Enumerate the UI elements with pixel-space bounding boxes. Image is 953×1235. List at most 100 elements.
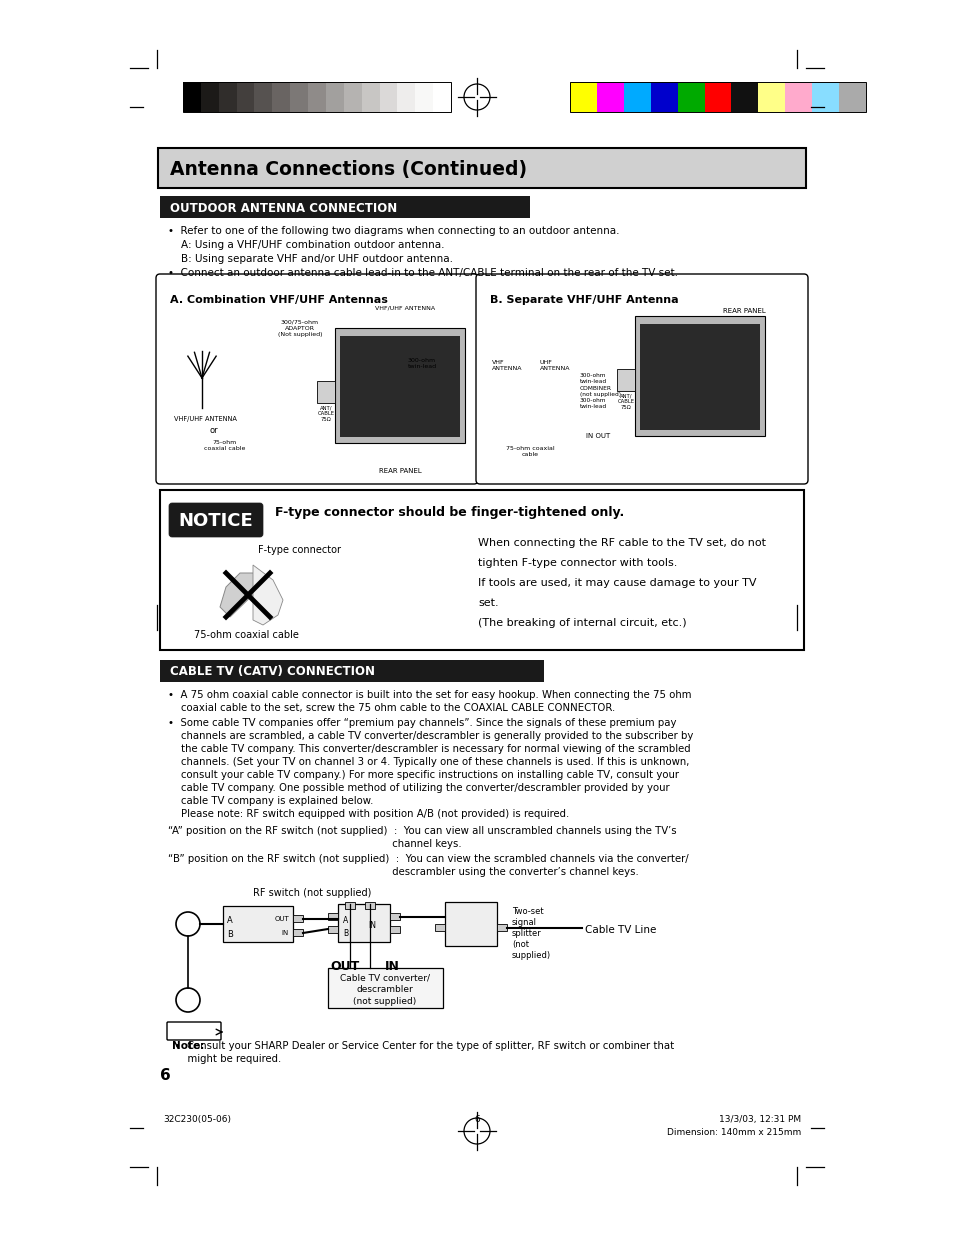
Bar [617, 369, 635, 391]
Text: 6: 6 [160, 1068, 171, 1083]
Text: the cable TV company. This converter/descrambler is necessary for normal viewing: the cable TV company. This converter/des… [168, 743, 690, 755]
Bar [293, 929, 303, 936]
Text: Note:: Note: [172, 1041, 204, 1051]
Bar [390, 913, 399, 920]
Text: •  Connect an outdoor antenna cable lead-in to the ANT/CABLE terminal on the rea: • Connect an outdoor antenna cable lead-… [168, 268, 678, 278]
Text: A. Combination VHF/UHF Antennas: A. Combination VHF/UHF Antennas [170, 295, 388, 305]
Bar [677, 82, 704, 112]
Text: RF switch (not supplied): RF switch (not supplied) [253, 888, 371, 898]
Text: VHF/UHF ANTENNA: VHF/UHF ANTENNA [375, 306, 435, 311]
Text: B. Separate VHF/UHF Antenna: B. Separate VHF/UHF Antenna [490, 295, 678, 305]
Bar [272, 82, 290, 112]
Text: IN OUT: IN OUT [585, 433, 610, 438]
Bar [650, 82, 677, 112]
Text: F-type connector: F-type connector [257, 545, 340, 555]
Text: Cable TV converter/
descrambler
(not supplied): Cable TV converter/ descrambler (not sup… [339, 973, 430, 1007]
Text: 300-ohm
twin-lead: 300-ohm twin-lead [407, 358, 436, 369]
Bar [569, 82, 865, 112]
Bar [337, 904, 390, 942]
Text: cable TV company is explained below.: cable TV company is explained below. [168, 797, 373, 806]
Text: coaxial cable to the set, screw the 75 ohm cable to the COAXIAL CABLE CONNECTOR.: coaxial cable to the set, screw the 75 o… [168, 703, 615, 713]
Text: Two-set
signal
splitter
(not
supplied): Two-set signal splitter (not supplied) [512, 906, 551, 961]
Bar [569, 82, 597, 112]
Bar [784, 82, 811, 112]
Bar [839, 82, 865, 112]
Text: VHF/UHF ANTENNA: VHF/UHF ANTENNA [173, 416, 236, 422]
Text: (The breaking of internal circuit, etc.): (The breaking of internal circuit, etc.) [477, 618, 686, 629]
Text: •  Refer to one of the following two diagrams when connecting to an outdoor ante: • Refer to one of the following two diag… [168, 226, 618, 236]
Bar [183, 82, 451, 112]
Bar [316, 382, 335, 403]
Text: IN: IN [368, 920, 375, 930]
Text: ANT/
CABLE
75Ω: ANT/ CABLE 75Ω [317, 405, 335, 421]
Text: “B” position on the RF switch (not supplied)  :  You can view the scrambled chan: “B” position on the RF switch (not suppl… [168, 853, 688, 864]
Text: tighten F-type connector with tools.: tighten F-type connector with tools. [477, 558, 677, 568]
Text: Antenna Connections (Continued): Antenna Connections (Continued) [170, 159, 527, 179]
Polygon shape [253, 564, 283, 625]
Bar [236, 82, 254, 112]
FancyBboxPatch shape [476, 274, 807, 484]
Bar [379, 82, 397, 112]
Text: •  Some cable TV companies offer “premium pay channels”. Since the signals of th: • Some cable TV companies offer “premium… [168, 718, 676, 727]
Text: •  Consult your SHARP Dealer or Service Center for the type of splitter, RF swit: • Consult your SHARP Dealer or Service C… [168, 1041, 674, 1051]
Text: channels. (Set your TV on channel 3 or 4. Typically one of these channels is use: channels. (Set your TV on channel 3 or 4… [168, 757, 689, 767]
Text: OUTDOOR ANTENNA CONNECTION: OUTDOOR ANTENNA CONNECTION [170, 201, 396, 215]
Text: B: B [227, 930, 233, 939]
Bar [328, 926, 337, 932]
Text: 75-ohm
coaxial cable: 75-ohm coaxial cable [204, 440, 246, 451]
FancyBboxPatch shape [167, 1023, 221, 1040]
Text: ANT/
CABLE
75Ω: ANT/ CABLE 75Ω [617, 393, 634, 410]
Text: CABLE TV (CATV) CONNECTION: CABLE TV (CATV) CONNECTION [170, 666, 375, 678]
Text: If tools are used, it may cause damage to your TV: If tools are used, it may cause damage t… [477, 578, 756, 588]
Bar [639, 324, 760, 430]
Text: COMBINER
(not supplied): COMBINER (not supplied) [579, 387, 620, 396]
Text: F-type connector should be finger-tightened only.: F-type connector should be finger-tighte… [274, 506, 623, 519]
Bar [704, 82, 731, 112]
Text: When connecting the RF cable to the TV set, do not: When connecting the RF cable to the TV s… [477, 538, 765, 548]
Bar [731, 82, 758, 112]
Bar [339, 336, 459, 437]
Text: 13/3/03, 12:31 PM: 13/3/03, 12:31 PM [719, 1115, 801, 1124]
Text: 32C230(05-06): 32C230(05-06) [163, 1115, 231, 1124]
Text: channels are scrambled, a cable TV converter/descrambler is generally provided t: channels are scrambled, a cable TV conve… [168, 731, 693, 741]
Text: UHF
ANTENNA: UHF ANTENNA [539, 359, 570, 370]
Bar [290, 82, 308, 112]
Bar [811, 82, 839, 112]
Bar [623, 82, 650, 112]
Bar [444, 902, 497, 946]
Text: OUT: OUT [274, 916, 289, 923]
Text: 300-ohm
twin-lead: 300-ohm twin-lead [579, 398, 606, 409]
Text: descrambler using the converter’s channel keys.: descrambler using the converter’s channe… [168, 867, 639, 877]
Bar [201, 82, 218, 112]
Text: •  A 75 ohm coaxial cable connector is built into the set for easy hookup. When : • A 75 ohm coaxial cable connector is bu… [168, 690, 691, 700]
Text: Dimension: 140mm x 215mm: Dimension: 140mm x 215mm [666, 1128, 801, 1137]
Text: A: A [227, 916, 233, 925]
Text: A: Using a VHF/UHF combination outdoor antenna.: A: Using a VHF/UHF combination outdoor a… [168, 240, 444, 249]
Bar [343, 82, 361, 112]
Text: A: A [343, 916, 348, 925]
Text: set.: set. [477, 598, 498, 608]
FancyBboxPatch shape [156, 274, 477, 484]
Bar [390, 926, 399, 932]
Text: Cable TV Line: Cable TV Line [584, 925, 656, 935]
Text: REAR PANEL: REAR PANEL [378, 468, 421, 474]
Text: channel keys.: channel keys. [168, 839, 461, 848]
Text: VHF
ANTENNA: VHF ANTENNA [492, 359, 522, 370]
Text: NOTICE: NOTICE [178, 513, 253, 530]
Bar [635, 316, 764, 436]
Bar [328, 913, 337, 920]
Bar [223, 906, 293, 942]
Text: B: Using separate VHF and/or UHF outdoor antenna.: B: Using separate VHF and/or UHF outdoor… [168, 254, 453, 264]
Bar [160, 659, 543, 682]
Text: 6: 6 [474, 1115, 479, 1124]
Text: 300/75-ohm
ADAPTOR
(Not supplied): 300/75-ohm ADAPTOR (Not supplied) [277, 320, 322, 337]
Text: cable TV company. One possible method of utilizing the converter/descrambler pro: cable TV company. One possible method of… [168, 783, 669, 793]
Bar [160, 490, 803, 650]
Bar [254, 82, 272, 112]
Text: IN: IN [281, 930, 289, 936]
Text: might be required.: might be required. [168, 1053, 281, 1065]
Bar [433, 82, 451, 112]
Text: consult your cable TV company.) For more specific instructions on installing cab: consult your cable TV company.) For more… [168, 769, 679, 781]
Text: REAR PANEL: REAR PANEL [721, 308, 764, 314]
Bar [218, 82, 236, 112]
